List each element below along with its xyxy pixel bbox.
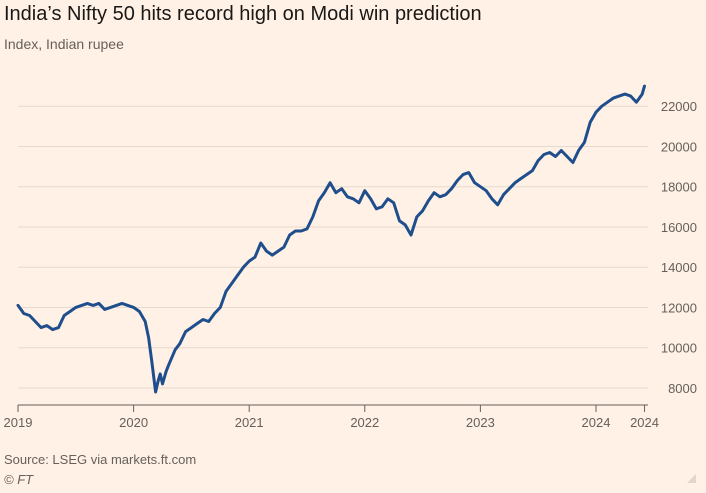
y-tick-label: 20000 [661,139,697,154]
ft-credit: © FT [4,472,34,487]
gridlines [18,105,648,389]
chart-subtitle: Index, Indian rupee [4,36,124,52]
resize-handle-icon [687,474,696,483]
y-tick-label: 18000 [661,180,697,195]
x-axis: 2019 2020 2021 2022 2023 2024 2024 [4,404,659,430]
chart-title: India’s Nifty 50 hits record high on Mod… [4,3,482,25]
x-tick-label: 2023 [466,415,495,430]
y-tick-label: 16000 [661,220,697,235]
y-tick-label: 10000 [661,341,697,356]
x-tick-label: 2022 [350,415,379,430]
x-tick-label: 2024 [582,415,611,430]
y-axis: 8000 10000 12000 14000 16000 18000 20000 22000 [661,99,697,396]
source-note: Source: LSEG via markets.ft.com [4,452,197,467]
y-tick-label: 22000 [661,99,697,114]
y-tick-label: 12000 [661,300,697,315]
x-tick-label: 2021 [235,415,264,430]
series-layer [16,84,646,394]
series-line-nifty-50 [16,84,646,394]
y-tick-label: 14000 [661,260,697,275]
x-tick-label: 2020 [119,415,148,430]
x-tick-label: 2019 [4,415,33,430]
y-tick-label: 8000 [668,381,697,396]
x-tick-label: 2024 [630,415,659,430]
